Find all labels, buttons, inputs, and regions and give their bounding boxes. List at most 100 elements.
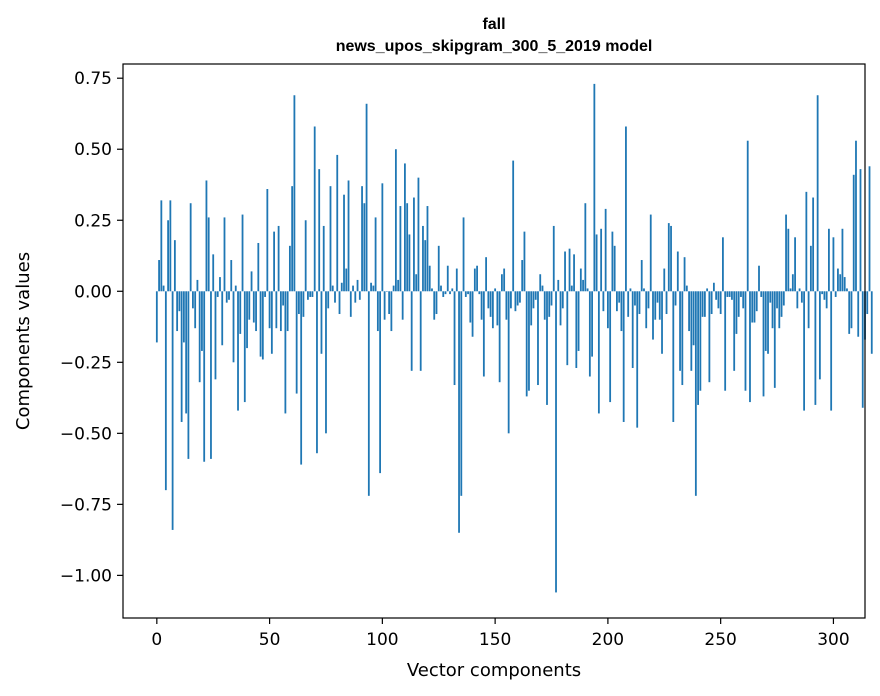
x-tick-label: 0	[151, 630, 162, 650]
bar	[753, 291, 756, 323]
bar	[194, 291, 197, 329]
bar	[611, 231, 614, 292]
bar	[690, 291, 693, 371]
bar	[480, 291, 483, 320]
y-tick-label: −0.75	[60, 495, 112, 515]
bar	[618, 291, 621, 303]
bar	[516, 291, 519, 306]
bar	[776, 291, 778, 309]
bar	[825, 291, 828, 309]
bar	[397, 279, 400, 292]
bar	[701, 291, 704, 317]
bar	[514, 291, 517, 312]
bar	[173, 240, 176, 292]
bar	[334, 291, 336, 303]
bar	[543, 291, 546, 320]
bar	[338, 291, 341, 315]
bar	[588, 291, 591, 377]
plot-area-frame	[122, 63, 866, 619]
bar	[185, 291, 188, 414]
x-tick-label: 200	[592, 630, 624, 650]
bar	[586, 288, 589, 292]
bar	[688, 291, 690, 332]
bar	[298, 291, 300, 315]
bar	[631, 291, 634, 368]
x-axis-label: Vector components	[407, 660, 581, 681]
bar	[241, 214, 244, 292]
bar	[201, 291, 203, 351]
bar	[733, 291, 736, 371]
bar	[800, 291, 803, 303]
bar	[462, 217, 465, 292]
bar	[496, 291, 499, 326]
bar	[780, 291, 783, 317]
bar	[613, 245, 616, 292]
bar	[446, 265, 449, 292]
bar	[706, 288, 709, 292]
bar	[647, 291, 650, 309]
y-tick-label: 0.50	[74, 140, 112, 160]
bar	[818, 291, 821, 380]
bar	[575, 291, 578, 368]
bar	[796, 291, 799, 309]
bar	[676, 251, 679, 292]
bar	[216, 291, 219, 297]
bar	[347, 180, 350, 292]
bar	[451, 288, 454, 292]
bar	[356, 279, 359, 292]
bar	[789, 288, 792, 292]
bar	[237, 291, 239, 411]
bar	[198, 291, 201, 383]
bar	[275, 291, 278, 329]
bar	[762, 291, 765, 397]
bar	[794, 237, 796, 292]
bar	[205, 180, 208, 292]
bar	[861, 291, 864, 408]
bar	[370, 282, 372, 292]
bar	[374, 217, 377, 292]
bar	[566, 291, 569, 366]
bar	[223, 217, 226, 292]
bar	[307, 291, 309, 300]
bar	[609, 291, 612, 403]
y-tick-label: −0.50	[60, 424, 112, 444]
bar	[805, 191, 808, 292]
bar	[809, 245, 812, 292]
bar	[674, 291, 677, 306]
bar	[349, 291, 352, 317]
bar	[604, 208, 607, 292]
bar	[731, 291, 733, 300]
bar	[433, 291, 436, 320]
bar	[807, 291, 810, 329]
bar	[336, 154, 339, 292]
bar	[672, 291, 675, 422]
bar	[557, 279, 560, 292]
bar	[273, 231, 275, 292]
bar	[846, 288, 848, 292]
bar	[857, 291, 860, 337]
bar	[458, 291, 460, 533]
bar	[616, 291, 618, 312]
bar	[192, 291, 194, 309]
bar	[755, 291, 758, 312]
bar	[176, 291, 179, 332]
bar	[760, 291, 763, 297]
bar	[550, 291, 553, 306]
bar	[155, 291, 158, 343]
bar	[510, 291, 512, 309]
bar	[629, 288, 632, 292]
x-tick-label: 100	[366, 630, 398, 650]
bar	[189, 203, 192, 292]
bar	[749, 291, 751, 403]
bar	[413, 197, 415, 292]
bar	[180, 291, 183, 422]
bar	[722, 237, 724, 292]
bar	[708, 291, 711, 383]
bar	[681, 291, 684, 386]
bar	[478, 291, 481, 295]
bar	[376, 291, 379, 332]
bar	[167, 220, 169, 292]
bar	[381, 183, 384, 292]
bar	[455, 268, 458, 292]
bar	[311, 291, 314, 297]
